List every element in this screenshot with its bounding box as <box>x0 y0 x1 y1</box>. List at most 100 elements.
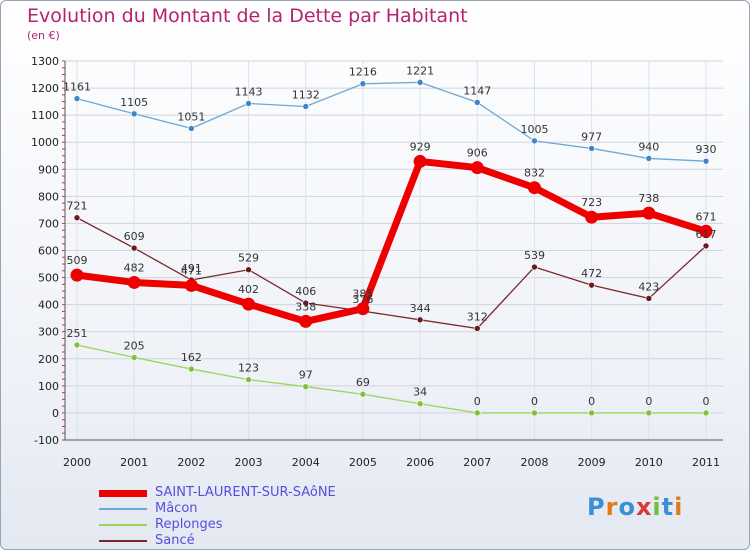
y-tick-label: 300 <box>38 326 59 339</box>
data-label: 482 <box>124 261 145 274</box>
data-label: 1005 <box>520 123 548 136</box>
data-point <box>245 266 252 274</box>
data-label: 721 <box>67 200 88 213</box>
data-point <box>359 390 367 398</box>
data-point <box>473 325 481 332</box>
data-point <box>645 295 653 302</box>
x-tick-label: 2000 <box>63 456 91 469</box>
logo-letter: o <box>618 493 636 521</box>
data-point <box>245 376 252 383</box>
x-tick-label: 2006 <box>406 456 434 469</box>
logo-letter: i <box>652 493 662 521</box>
legend-label: Mâcon <box>155 501 198 516</box>
data-point <box>645 155 653 162</box>
data-point <box>413 154 427 168</box>
data-label: 1132 <box>292 88 320 101</box>
data-point <box>531 263 538 271</box>
data-label: 1147 <box>463 84 491 97</box>
data-label: 376 <box>352 293 373 306</box>
data-point <box>588 145 595 152</box>
x-tick-label: 2009 <box>578 456 606 469</box>
y-tick-label: 200 <box>38 353 59 366</box>
data-label: 385 <box>352 288 373 301</box>
series-line-1 <box>76 81 707 162</box>
data-label: 423 <box>638 280 659 293</box>
logo-letter: i <box>674 493 684 521</box>
data-point <box>702 242 710 250</box>
data-label: 0 <box>588 395 595 408</box>
y-tick-label: 900 <box>38 163 59 176</box>
logo-letter: t <box>661 493 675 521</box>
y-tick-label: -100 <box>34 434 59 447</box>
data-label: 406 <box>295 285 316 298</box>
data-label: 472 <box>581 267 602 280</box>
data-point <box>473 409 481 417</box>
data-label: 617 <box>696 228 717 241</box>
data-label: 338 <box>295 300 316 313</box>
data-point <box>356 302 370 316</box>
data-point <box>127 275 141 289</box>
data-label: 738 <box>638 192 659 205</box>
data-label: 491 <box>181 262 202 275</box>
legend-swatch <box>99 508 147 510</box>
y-tick-label: 700 <box>38 217 59 230</box>
y-tick-label: 1100 <box>31 109 59 122</box>
x-tick-label: 2011 <box>692 456 720 469</box>
data-point <box>473 99 481 106</box>
grid <box>65 60 723 441</box>
data-label: 906 <box>467 147 488 160</box>
proxiti-logo: Proxiti <box>587 493 683 521</box>
data-point <box>245 100 252 107</box>
data-point <box>531 137 538 145</box>
data-point <box>130 354 138 361</box>
data-point <box>588 409 595 417</box>
data-label: 312 <box>467 310 488 323</box>
data-point <box>588 281 595 289</box>
data-label: 509 <box>67 254 88 267</box>
data-point <box>73 341 81 349</box>
data-label: 671 <box>696 210 717 223</box>
logo-letter: P <box>587 493 606 521</box>
y-tick-label: 600 <box>38 245 59 258</box>
y-tick-label: 800 <box>38 190 59 203</box>
x-tick-label: 2010 <box>635 456 663 469</box>
legend-swatch <box>99 524 147 526</box>
data-label: 832 <box>524 167 545 180</box>
data-point <box>645 409 653 417</box>
data-label: 1051 <box>177 110 205 123</box>
data-label: 1216 <box>349 66 377 79</box>
data-label: 0 <box>531 395 538 408</box>
data-point <box>302 383 310 390</box>
value-labels: 1161 1105 1051 1143 1132 1216 1221 1147 1005 977 9… <box>63 64 717 408</box>
data-point <box>188 365 195 373</box>
y-tick-label: 0 <box>52 407 59 420</box>
data-label: 940 <box>638 140 659 153</box>
data-label: 1105 <box>120 96 148 109</box>
x-tick-label: 2007 <box>463 456 491 469</box>
y-tick-label: 500 <box>38 272 59 285</box>
y-tick-label: 400 <box>38 299 59 312</box>
data-label: 97 <box>299 369 313 382</box>
data-label: 205 <box>124 339 145 352</box>
data-point <box>531 409 538 417</box>
data-label: 929 <box>410 140 431 153</box>
data-label: 723 <box>581 196 602 209</box>
data-point <box>642 206 656 220</box>
data-label: 471 <box>181 264 202 277</box>
data-point <box>416 400 424 408</box>
data-label: 1221 <box>406 64 434 77</box>
chart-subtitle: (en €) <box>27 29 60 42</box>
x-tick-label: 2004 <box>292 456 320 469</box>
data-label: 0 <box>703 395 710 408</box>
y-tick-label: 1200 <box>31 82 59 95</box>
series-layer <box>70 79 713 417</box>
data-label: 539 <box>524 249 545 262</box>
data-point <box>70 268 84 282</box>
data-point <box>73 95 81 102</box>
data-point <box>585 210 599 224</box>
data-point <box>302 103 310 110</box>
data-point <box>299 314 313 328</box>
data-point <box>470 161 484 175</box>
